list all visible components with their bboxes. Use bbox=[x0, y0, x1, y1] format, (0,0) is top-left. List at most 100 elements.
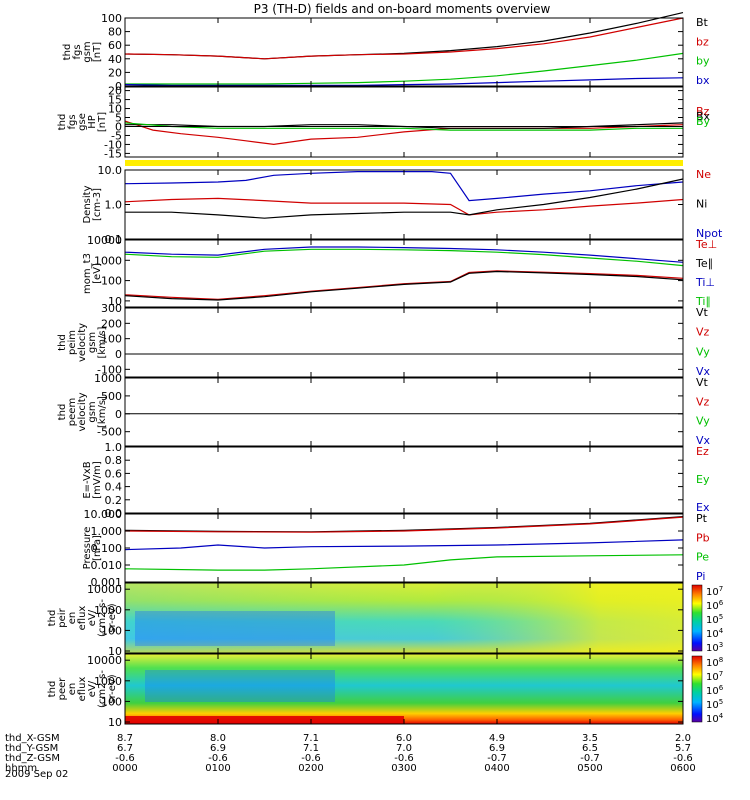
y-tick-label: 0 bbox=[115, 80, 122, 93]
y-axis-label: peim bbox=[67, 330, 78, 355]
ephemeris-value: 8.0 bbox=[210, 733, 226, 744]
y-tick-label: 10 bbox=[108, 645, 122, 658]
y-axis-label: [km/s] bbox=[97, 396, 108, 428]
y-tick-label: 0 bbox=[115, 408, 122, 421]
ephemeris-value: -0.7 bbox=[487, 753, 507, 764]
panel-frame bbox=[124, 377, 684, 447]
y-tick-label: 300 bbox=[101, 302, 122, 315]
y-tick-label: 100 bbox=[101, 624, 122, 637]
series-Bz bbox=[124, 120, 684, 146]
y-axis-label: [mV/m] bbox=[92, 461, 103, 499]
y-axis-label: sr-eV) bbox=[107, 603, 118, 632]
y-tick-label: 60 bbox=[108, 39, 122, 52]
y-tick-label: 0.0 bbox=[105, 507, 123, 520]
panel-density: 10.0 1.0 0.1 Density [cm-3] Ne Ni Npot bbox=[82, 164, 723, 246]
y-tick-label: 0.8 bbox=[105, 454, 123, 467]
panel-frame bbox=[124, 513, 684, 583]
y-tick-label: 500 bbox=[101, 390, 122, 403]
ephemeris-value: -0.6 bbox=[115, 753, 135, 764]
legend-entry: Vx bbox=[696, 434, 711, 447]
mode-bar bbox=[125, 160, 683, 166]
y-axis-label: [nPa] bbox=[92, 535, 103, 561]
y-axis-label: en bbox=[67, 683, 78, 696]
y-axis-label: [nT] bbox=[92, 42, 103, 62]
series-Ne bbox=[124, 197, 684, 216]
series-Ti⊥ bbox=[124, 246, 684, 263]
ephemeris-value: 6.9 bbox=[210, 743, 226, 754]
spectrogram-electron-low-flux bbox=[145, 670, 335, 702]
legend-entry: bx bbox=[696, 74, 710, 87]
y-axis-label: fgs bbox=[72, 44, 83, 59]
colorbar-tick: 104 bbox=[706, 627, 724, 640]
ephemeris-table: thd_X-GSM 8.7 8.0 7.1 6.0 4.9 3.5 2.0 thd_Y-GSM 6… bbox=[5, 733, 696, 774]
legend-entry: Bx bbox=[696, 110, 711, 123]
ephemeris-value: -0.6 bbox=[208, 753, 228, 764]
y-axis-label: [km/s] bbox=[97, 326, 108, 358]
legend-entry: Npot bbox=[696, 227, 723, 240]
panel-frame bbox=[124, 86, 684, 158]
y-axis-label: thd bbox=[57, 114, 68, 131]
y-axis-label: (cm2-s- bbox=[97, 599, 108, 637]
y-axis-label: velocity bbox=[77, 392, 88, 431]
y-tick-label: 1.000 bbox=[91, 525, 123, 538]
y-tick-label: 5 bbox=[115, 112, 122, 125]
y-tick-label: 10 bbox=[108, 103, 122, 116]
y-axis-label: en bbox=[67, 612, 78, 625]
panel-exb: 1.00.80.60.40.20.0 E=-VxB [mV/m] Ez Ey Ex bbox=[82, 441, 710, 520]
chart-title: P3 (TH-D) fields and on-board moments ov… bbox=[254, 2, 551, 16]
legend-entry: Vt bbox=[696, 306, 709, 319]
date-label: 2009 Sep 02 bbox=[5, 769, 68, 780]
y-axis-label: Density bbox=[82, 185, 93, 223]
legend-entry: Ti⊥ bbox=[695, 276, 715, 289]
ephemeris-value: 6.0 bbox=[396, 733, 412, 744]
y-axis-label: E=-VxB bbox=[82, 461, 93, 498]
y-axis-label: peer bbox=[57, 677, 68, 701]
time-tick-label: 0200 bbox=[298, 763, 323, 774]
panel-frame bbox=[124, 446, 684, 514]
ephemeris-value: 6.5 bbox=[582, 743, 598, 754]
panel-mom_temp: 10000 1000 100 10 mom_t3 [eV] Te⊥ Te∥ Ti⊥ Ti∥ bbox=[82, 234, 717, 308]
colorbar-tick: 105 bbox=[706, 613, 723, 626]
legend-entry: Pt bbox=[696, 512, 708, 525]
ephemeris-value: 5.7 bbox=[675, 743, 691, 754]
y-axis-label: gse bbox=[77, 113, 88, 131]
colorbar-tick: 106 bbox=[706, 684, 724, 697]
ephemeris-row-label: thd_Y-GSM bbox=[5, 743, 58, 754]
legend-entry: Ti∥ bbox=[695, 295, 711, 308]
y-axis-label: [nT] bbox=[97, 112, 108, 132]
ephemeris-value: 6.9 bbox=[489, 743, 505, 754]
y-axis-label: gsm bbox=[87, 401, 98, 422]
y-axis-label: (cm2-s- bbox=[97, 670, 108, 708]
colorbar-tick: 107 bbox=[706, 670, 723, 683]
ephemeris-value: 7.0 bbox=[396, 743, 412, 754]
y-tick-label: 10.0 bbox=[98, 164, 123, 177]
y-tick-label: 10 bbox=[108, 295, 122, 308]
legend-entry: Ez bbox=[696, 445, 709, 458]
legend-entry: Ne bbox=[696, 168, 711, 181]
y-tick-label: -100 bbox=[97, 363, 122, 376]
legend-entry: Ex bbox=[696, 501, 710, 514]
panel-frame bbox=[124, 169, 684, 240]
time-tick-label: 0100 bbox=[205, 763, 230, 774]
y-tick-label: -500 bbox=[97, 426, 122, 439]
legend-entry: By bbox=[696, 115, 711, 128]
y-tick-label: 1000 bbox=[94, 675, 122, 688]
ephemeris-value: -0.6 bbox=[394, 753, 414, 764]
legend-entry: Bt bbox=[696, 16, 709, 29]
y-tick-label: 100 bbox=[101, 695, 122, 708]
spectrogram-ion-trend bbox=[125, 583, 683, 653]
y-tick-label: 1000 bbox=[94, 372, 122, 385]
y-axis-label: eV/ bbox=[87, 680, 98, 697]
legend-entry: bz bbox=[696, 35, 709, 48]
ephemeris-value: 2.0 bbox=[675, 733, 691, 744]
y-tick-label: 0.001 bbox=[91, 576, 123, 589]
series-By bbox=[124, 122, 683, 131]
y-axis-label: thd bbox=[47, 681, 58, 698]
y-axis-label: velocity bbox=[77, 323, 88, 362]
spectrogram-electron bbox=[125, 654, 683, 724]
legend-entry: Vy bbox=[696, 345, 710, 358]
